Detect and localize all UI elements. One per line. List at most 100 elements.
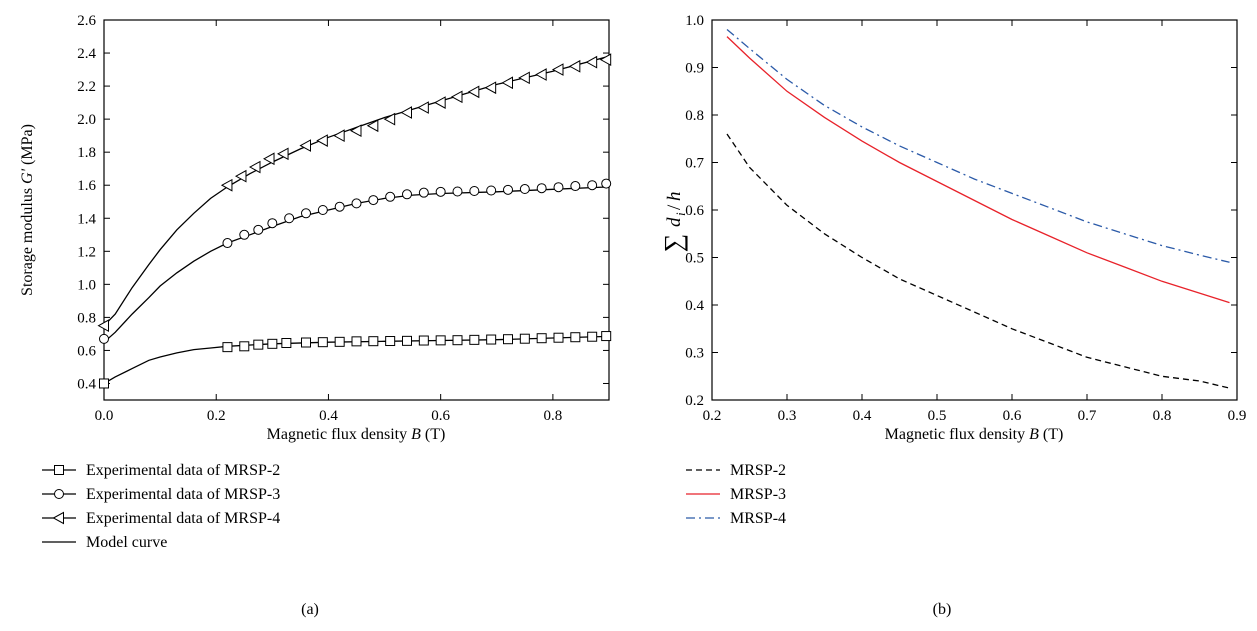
panel-a-data-markers — [97, 53, 612, 389]
data-point-triangle-left — [220, 178, 233, 192]
legend-entry-label: MRSP-3 — [730, 486, 786, 503]
x-tick-label: 0.2 — [207, 408, 226, 424]
data-point-square — [99, 378, 109, 389]
data-point-triangle-left — [568, 59, 581, 73]
data-point-triangle-left — [518, 71, 530, 85]
data-point-square — [469, 334, 480, 345]
panel-a-model-curves — [104, 55, 609, 385]
data-point-circle — [570, 181, 581, 192]
x-tick-label: 0.0 — [95, 408, 114, 424]
x-tick-label: 0.2 — [703, 408, 722, 424]
data-point-square — [519, 333, 530, 344]
legend-entry-label: Experimental data of MRSP-3 — [86, 486, 280, 503]
data-point-circle — [385, 191, 396, 202]
data-point-circle — [553, 182, 564, 193]
data-point-circle — [351, 198, 362, 209]
data-point-triangle-left — [434, 96, 446, 109]
data-point-circle — [418, 187, 429, 198]
data-point-circle — [469, 186, 480, 196]
data-point-circle — [452, 186, 463, 197]
data-point-square — [486, 334, 497, 345]
y-tick-label: 2.0 — [77, 112, 96, 128]
data-point-circle — [486, 185, 497, 196]
data-point-circle — [587, 180, 598, 191]
data-point-square — [301, 337, 311, 348]
y-tick-label: 0.7 — [685, 156, 704, 172]
y-tick-label: 1.8 — [77, 145, 96, 161]
data-point-triangle-left — [97, 319, 109, 332]
panel-a-x-axis-label: Magnetic flux density B (T) — [267, 426, 446, 443]
data-point-square — [587, 331, 598, 342]
y-tick-label: 0.6 — [685, 203, 704, 219]
data-point-square — [239, 341, 250, 352]
svg-text:i: i — [673, 212, 688, 216]
data-point-square — [503, 334, 513, 345]
svg-text:h: h — [664, 192, 685, 202]
y-tick-label: 0.4 — [685, 298, 704, 314]
y-tick-label: 0.5 — [685, 251, 704, 267]
data-point-circle — [253, 224, 264, 235]
data-point-circle — [317, 205, 328, 215]
data-point-circle — [99, 333, 109, 344]
data-point-circle — [435, 186, 446, 197]
panel-b-x-axis-label: Magnetic flux density B (T) — [885, 426, 1064, 443]
y-tick-label: 0.3 — [685, 346, 704, 362]
data-point-triangle-left — [400, 106, 412, 119]
data-point-square — [570, 332, 581, 343]
x-tick-label: 0.8 — [544, 408, 563, 424]
data-point-triangle-left — [316, 134, 328, 147]
legend-marker-circle — [54, 489, 64, 499]
data-point-circle — [368, 195, 379, 206]
series-line-mrsp-4 — [726, 29, 1230, 263]
data-point-circle — [536, 183, 547, 194]
model-curve-line — [104, 186, 609, 343]
panel-b-plot-frame — [711, 19, 1238, 401]
data-point-triangle-left — [234, 169, 247, 183]
data-point-square — [536, 333, 547, 344]
data-point-circle — [402, 189, 412, 200]
y-tick-label: 2.4 — [77, 46, 96, 62]
x-tick-label: 0.6 — [431, 408, 450, 424]
legend-entry-label: Experimental data of MRSP-2 — [86, 462, 280, 479]
data-point-circle — [503, 184, 513, 195]
legend-entry-label: Model curve — [86, 534, 167, 551]
y-tick-label: 0.9 — [685, 61, 704, 77]
x-tick-label: 0.4 — [319, 408, 338, 424]
y-tick-label: 1.2 — [77, 244, 96, 260]
data-point-square — [601, 331, 612, 342]
x-tick-label: 0.7 — [1078, 408, 1097, 424]
data-point-square — [222, 342, 233, 353]
model-curve-line — [104, 335, 609, 385]
data-point-square — [281, 338, 292, 348]
data-point-triangle-left — [349, 124, 362, 138]
data-point-square — [317, 337, 328, 348]
panel-a-x-ticks: 0.0 0.2 0.4 0.6 0.8 — [95, 20, 563, 424]
panel-a-y-ticks: 0.4 0.6 0.8 1.0 1.2 1.4 1.6 1.8 2.0 2.2 2.4 2.6 — [77, 13, 609, 392]
y-tick-label: 0.2 — [685, 393, 704, 409]
data-point-triangle-left — [417, 101, 429, 114]
data-point-circle — [334, 201, 345, 212]
data-point-square — [334, 336, 345, 347]
y-tick-label: 0.8 — [77, 310, 96, 326]
panel-b-series-lines — [726, 29, 1230, 389]
data-point-square — [402, 335, 412, 346]
legend-entry-label: Experimental data of MRSP-4 — [86, 510, 280, 527]
data-point-square — [553, 332, 564, 343]
legend-marker-triangle-left — [52, 511, 64, 525]
panel-b-legend: MRSP-2 MRSP-3 MRSP-4 — [686, 462, 786, 527]
data-point-triangle-left — [383, 112, 396, 126]
data-point-circle — [519, 184, 530, 195]
data-point-square — [267, 338, 278, 349]
panel-a-y-axis-label: Storage modulus G' (MPa) — [19, 124, 36, 296]
panel-a-legend: Experimental data of MRSP-2 Experimental … — [42, 462, 280, 551]
panel-b-y-ticks: 0.2 0.3 0.4 0.5 0.6 0.7 0.8 0.9 1.0 — [685, 13, 1237, 409]
data-point-triangle-left — [585, 55, 598, 69]
y-tick-label: 2.2 — [77, 79, 96, 95]
panel-a-chart: 0.0 0.2 0.4 0.6 0.8 0.4 0.6 0.8 1.0 1.2 1.4 1.6 1.8… — [19, 13, 612, 618]
x-tick-label: 0.6 — [1003, 408, 1022, 424]
data-point-triangle-left — [333, 129, 345, 142]
x-tick-label: 0.5 — [928, 408, 947, 424]
y-tick-label: 0.4 — [77, 376, 96, 392]
data-point-circle — [284, 213, 295, 224]
